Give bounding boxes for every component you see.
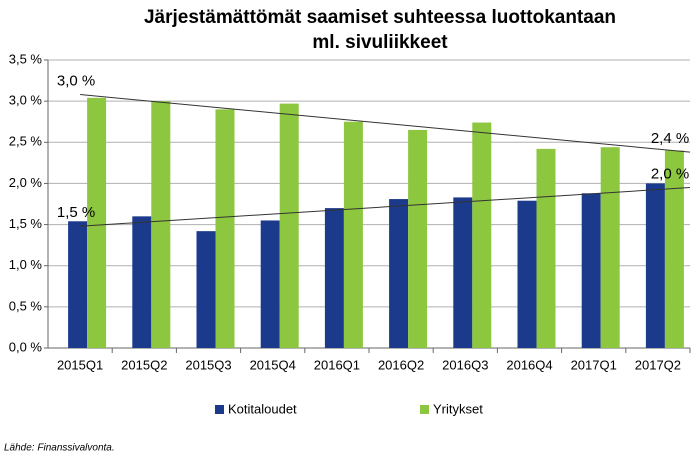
legend-swatch bbox=[215, 405, 224, 414]
bar bbox=[87, 97, 107, 348]
trend-line bbox=[80, 94, 691, 153]
y-tick-label: 2,5 % bbox=[9, 134, 43, 149]
x-tick-label: 2016Q4 bbox=[506, 357, 552, 372]
x-tick-label: 2017Q1 bbox=[571, 357, 617, 372]
bar bbox=[408, 129, 428, 348]
bar bbox=[196, 231, 216, 348]
chart-title: Järjestämättömät saamiset suhteessa luot… bbox=[144, 7, 616, 28]
legend-label: Kotitaloudet bbox=[228, 401, 297, 416]
y-tick-label: 3,0 % bbox=[9, 93, 43, 108]
y-tick-label: 1,0 % bbox=[9, 257, 43, 272]
x-tick-label: 2015Q1 bbox=[57, 357, 103, 372]
bar bbox=[472, 122, 492, 348]
bar bbox=[664, 150, 684, 348]
y-tick-label: 2,0 % bbox=[9, 175, 43, 190]
bar bbox=[279, 103, 299, 349]
y-tick-label: 3,5 % bbox=[9, 51, 43, 66]
bar bbox=[581, 193, 601, 348]
y-tick-label: 0,0 % bbox=[9, 339, 43, 354]
legend-swatch bbox=[420, 405, 429, 414]
x-tick-label: 2015Q3 bbox=[185, 357, 231, 372]
trend-label: 3,0 % bbox=[57, 73, 95, 90]
bar bbox=[260, 220, 280, 348]
bar bbox=[389, 199, 409, 348]
bar bbox=[517, 200, 537, 348]
legend-label: Yritykset bbox=[433, 401, 483, 416]
trend-label: 1,5 % bbox=[57, 204, 95, 221]
trend-label: 2,0 % bbox=[651, 166, 689, 183]
trend-label: 2,4 % bbox=[651, 130, 689, 147]
bar bbox=[645, 183, 665, 348]
bar bbox=[215, 109, 235, 348]
x-tick-label: 2016Q3 bbox=[442, 357, 488, 372]
y-tick-label: 1,5 % bbox=[9, 216, 43, 231]
bar bbox=[343, 121, 363, 348]
x-tick-label: 2015Q4 bbox=[250, 357, 296, 372]
trend-line bbox=[80, 187, 691, 227]
x-tick-label: 2017Q2 bbox=[635, 357, 681, 372]
bar bbox=[600, 147, 620, 348]
bar bbox=[536, 148, 556, 348]
bar bbox=[324, 208, 344, 348]
bar bbox=[68, 221, 88, 348]
bar bbox=[453, 197, 473, 348]
x-tick-label: 2015Q2 bbox=[121, 357, 167, 372]
x-tick-label: 2016Q2 bbox=[378, 357, 424, 372]
x-tick-label: 2016Q1 bbox=[314, 357, 360, 372]
source-note: Lähde: Finanssivalvonta. bbox=[4, 443, 115, 454]
y-tick-label: 0,5 % bbox=[9, 298, 43, 313]
bar bbox=[151, 101, 171, 349]
bar bbox=[132, 216, 152, 348]
chart-title: ml. sivuliikkeet bbox=[312, 32, 448, 53]
